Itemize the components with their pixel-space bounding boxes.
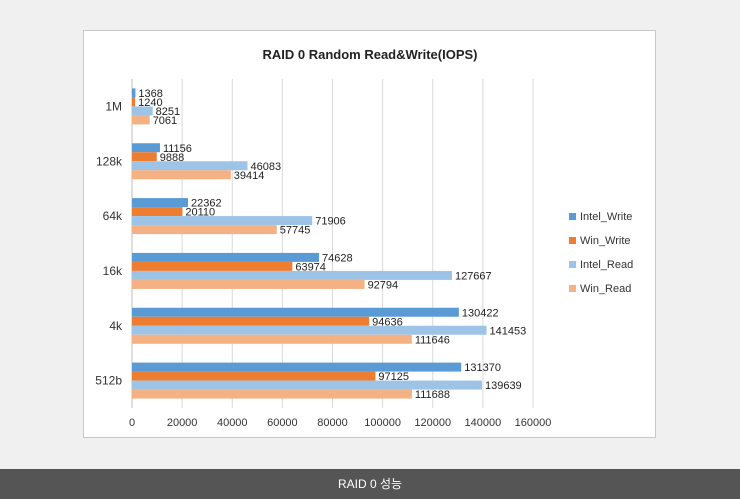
x-tick-label: 160000: [515, 417, 552, 429]
data-label: 22362: [191, 198, 222, 210]
bar-win-write: [132, 371, 376, 381]
x-tick-label: 120000: [414, 417, 451, 429]
data-label: 8251: [156, 106, 180, 118]
x-tick-label: 140000: [465, 417, 502, 429]
legend-label: Win_Read: [580, 283, 631, 295]
category-label: 16k: [103, 264, 123, 278]
data-label: 127667: [455, 270, 492, 282]
category-label: 4k: [109, 319, 123, 333]
bar-win-read: [132, 279, 365, 289]
legend-label: Intel_Read: [580, 259, 633, 271]
chart-title: RAID 0 Random Read&Write(IOPS): [262, 47, 477, 62]
bar-win-read: [132, 115, 150, 125]
gridlines: [131, 79, 534, 408]
legend: Intel_Write Win_Write Intel_Read Win_Read: [569, 211, 633, 295]
data-label: 57745: [280, 225, 311, 237]
bar-win-read: [132, 389, 412, 399]
bar-win-write: [132, 261, 293, 271]
data-label: 63974: [295, 261, 326, 273]
data-label: 111646: [415, 334, 450, 346]
bar-win-write: [132, 152, 157, 162]
legend-label: Intel_Write: [580, 211, 632, 223]
image-caption: RAID 0 성능: [0, 469, 740, 499]
legend-swatch: [569, 261, 576, 268]
data-label: 20110: [185, 207, 215, 219]
legend-swatch: [569, 213, 576, 220]
data-label: 71906: [315, 216, 346, 228]
bar-win-read: [132, 170, 231, 180]
bar-intel-read: [132, 106, 153, 116]
data-label: 7061: [153, 115, 177, 127]
data-label: 111688: [415, 389, 450, 401]
bar-intel-write: [132, 198, 189, 208]
x-tick-labels: 0 20000 40000 60000 80000 100000 120000 140000 1…: [129, 417, 551, 429]
data-label: 141453: [490, 325, 527, 337]
bar-intel-write: [132, 362, 462, 372]
bar-intel-write: [132, 252, 320, 262]
bar-intel-read: [132, 380, 482, 390]
data-label: 131370: [464, 362, 501, 374]
data-label: 1240: [138, 97, 162, 109]
bar-intel-read: [132, 325, 487, 335]
x-tick-label: 40000: [217, 417, 248, 429]
data-label: 130422: [462, 307, 499, 319]
bar-chart: RAID 0 Random Read&Write(IOPS) 136812408…: [95, 47, 633, 429]
bars: [132, 88, 487, 399]
legend-swatch: [569, 285, 576, 292]
bar-win-write: [132, 97, 136, 107]
bar-intel-read: [132, 161, 248, 171]
category-label: 1M: [105, 99, 122, 113]
category-label: 512b: [95, 374, 122, 388]
bar-intel-read: [132, 216, 313, 226]
data-label: 11156: [163, 143, 192, 155]
bar-win-write: [132, 207, 183, 217]
category-label: 64k: [103, 209, 123, 223]
x-tick-label: 0: [129, 417, 135, 429]
bar-win-write: [132, 316, 370, 326]
chart-frame: RAID 0 Random Read&Write(IOPS) 1368 1240 8…: [83, 30, 656, 438]
bar-intel-write: [132, 143, 160, 153]
data-label: 1368: [138, 88, 162, 100]
data-label: 92794: [368, 279, 399, 291]
data-label: 139639: [485, 380, 522, 392]
bar-intel-write: [132, 307, 459, 317]
x-tick-label: 100000: [364, 417, 401, 429]
category-labels: 1M 128k 64k 16k 4k 512b: [95, 99, 123, 387]
bar-win-read: [132, 225, 277, 235]
x-tick-label: 20000: [167, 417, 198, 429]
data-label: 46083: [250, 161, 281, 173]
category-label: 128k: [96, 154, 123, 168]
data-label: 39414: [234, 170, 265, 182]
data-label: 9888: [160, 152, 184, 164]
data-label: 74628: [322, 252, 353, 264]
legend-swatch: [569, 237, 576, 244]
data-label: 94636: [372, 316, 403, 328]
x-tick-label: 60000: [267, 417, 298, 429]
x-tick-label: 80000: [317, 417, 348, 429]
bar-win-read: [132, 334, 412, 344]
data-label: 97125: [378, 371, 409, 383]
legend-label: Win_Write: [580, 235, 631, 247]
bar-intel-read: [132, 270, 452, 280]
bar-intel-write: [132, 88, 136, 98]
